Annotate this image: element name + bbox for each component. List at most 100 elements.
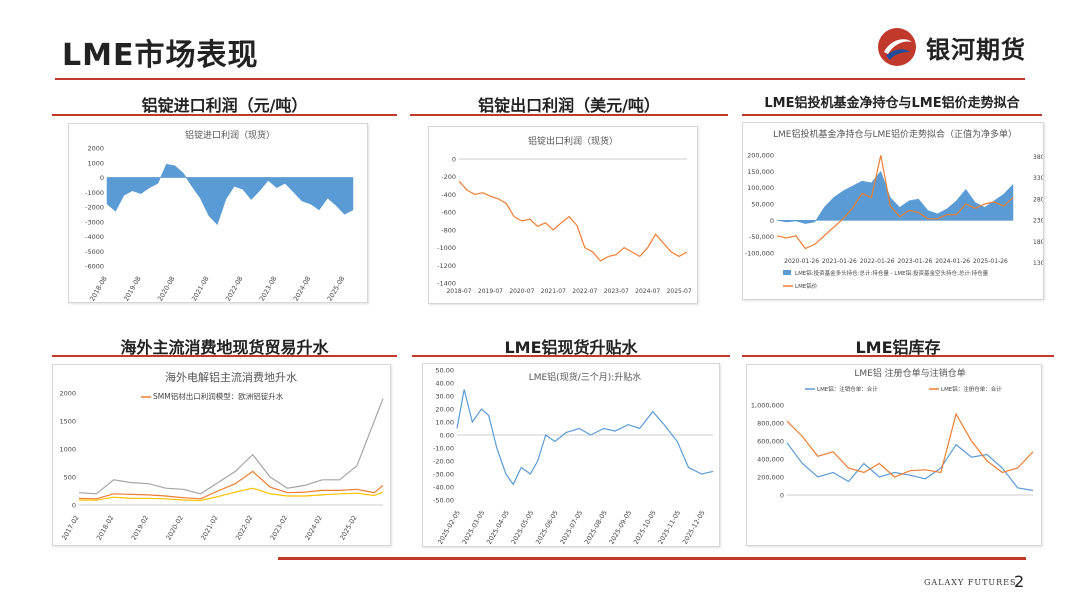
y-tick-label: 50.00 (435, 367, 454, 375)
x-tick-label: 2019-08 (122, 275, 143, 302)
chart-export-profit-svg: 铝锭出口利润（现货） 0 -200 -400 -600 -800 -1000 -1200 -14… (437, 135, 692, 295)
panel-divider (742, 355, 1054, 357)
x-tick-label: 2020-01-26 (784, 258, 819, 265)
chart-title: 海外电解铝主流消费地升水 (165, 370, 297, 384)
y-tick-label: -50.00 (433, 497, 454, 505)
y-tick-label: 10.00 (435, 419, 454, 427)
chart-title: LME铝 注册仓单与注销仓单 (854, 367, 965, 379)
y-tick-label: -20.00 (433, 458, 454, 466)
chart-stocks: LME铝 注册仓单与注销仓单 1,000,000 800,000 600,000 400… (746, 364, 1042, 546)
panel-divider (410, 114, 728, 116)
x-tick-label: 2022-07 (572, 288, 597, 295)
y2-tick-label: 1800 (1033, 239, 1043, 246)
y-tick-label: 1500 (59, 418, 76, 426)
chart-spread-svg: LME铝(现货/三个月):升贴水 50.00 40.00 30.00 20.00 10.0… (433, 367, 714, 546)
panel-heading-fund-position: LME铝投机基金净持仓与LME铝价走势拟合 (764, 96, 1020, 111)
x-tick-label: 2025-09-05 (607, 509, 633, 546)
panel-divider (742, 114, 1042, 116)
footer-brand: GALAXY FUTURES (924, 578, 1017, 587)
y2-tick-label: 1300 (1033, 260, 1043, 267)
y-tick-label: -100,000 (745, 250, 774, 258)
x-tick-label: 2025-12-05 (681, 509, 707, 546)
chart-title: 铝锭进口利润（现货） (185, 129, 275, 141)
chart-title: LME铝(现货/三个月):升贴水 (529, 371, 642, 383)
series-line (786, 442, 1034, 492)
y-tick-label: -2000 (85, 204, 104, 212)
legend-label: SMM铝材出口利润模型：欧洲铝锭升水 (153, 391, 284, 401)
x-tick-label: 2024-07 (635, 288, 660, 295)
y-tick-label: -40.00 (433, 484, 454, 492)
y-tick-label: 1,000,000 (751, 402, 784, 410)
x-tick-label: 2018-07 (446, 288, 471, 295)
legend-swatch (783, 270, 791, 275)
x-tick-label: 2020-07 (509, 288, 534, 295)
x-tick-label: 2017-02 (60, 514, 81, 542)
y-tick-label: -600 (441, 209, 456, 217)
y-tick-label: 50,000 (751, 201, 774, 209)
y-tick-label: -4000 (85, 233, 104, 241)
y-tick-label: 400,000 (757, 456, 784, 464)
chart-import-profit: 铝锭进口利润（现货） 2000 1000 0 -1000 -2000 -3000 -4000 -… (68, 123, 368, 303)
y2-tick-label: 3800 (1033, 154, 1043, 161)
legend-label: LME铝价 (795, 282, 818, 290)
chart-fund-position-svg: LME铝投机基金净持仓与LME铝价走势拟合（正值为净多单） 200,000 150,… (745, 128, 1043, 290)
y2-tick-label: 2300 (1033, 218, 1043, 225)
y-tick-label: 200,000 (747, 152, 774, 160)
panel-heading-stocks: LME铝库存 (855, 338, 941, 357)
x-tick-label: 2019-02 (130, 514, 151, 542)
panel-heading-spread: LME铝现货升贴水 (504, 338, 638, 357)
panel-divider (52, 355, 397, 357)
chart-title: 铝锭出口利润（现货） (528, 135, 618, 147)
y-tick-label: -400 (441, 191, 456, 199)
legend-label: LME铝:投资基金多头持仓:总计:持仓量 - LME铝:投资基金空头持仓:总计:… (795, 269, 989, 277)
x-tick-label: 2022-08 (224, 275, 245, 302)
series-line (458, 180, 688, 262)
page-title: LME市场表现 (62, 38, 259, 73)
chart-premium-svg: 海外电解铝主流消费地升水 2000 1500 1000 500 0 2017-02 2018-… (59, 370, 384, 542)
chart-title: LME铝投机基金净持仓与LME铝价走势拟合（正值为净多单） (773, 128, 1017, 140)
y-tick-label: 600,000 (757, 438, 784, 446)
y-tick-label: 0.00 (440, 432, 454, 440)
legend-label: LME铝：注册仓单：合计 (941, 385, 1002, 393)
x-tick-label: 2024-02 (303, 514, 324, 542)
chart-premium: 海外电解铝主流消费地升水 2000 1500 1000 500 0 2017-02 2018-… (52, 364, 391, 546)
x-tick-label: 2024-08 (292, 275, 313, 302)
galaxy-logo-icon (878, 28, 916, 66)
y-tick-label: -800 (441, 226, 456, 234)
x-tick-label: 2020-08 (156, 275, 177, 302)
legend-label: LME铝：注销仓单：合计 (817, 385, 878, 393)
panel-divider (412, 355, 730, 357)
x-tick-label: 2021-07 (541, 288, 566, 295)
y-tick-label: 0 (770, 217, 774, 225)
y-tick-label: -1000 (85, 189, 104, 197)
chart-fund-position: LME铝投机基金净持仓与LME铝价走势拟合（正值为净多单） 200,000 150,… (742, 122, 1044, 300)
y-tick-label: 500 (64, 474, 76, 482)
y-tick-label: -1200 (437, 262, 456, 270)
y-tick-label: 150,000 (747, 168, 774, 176)
x-tick-label: 2022-02 (234, 514, 255, 542)
x-tick-label: 2019-07 (478, 288, 503, 295)
y-tick-label: -6000 (85, 263, 104, 271)
company-logo: 银河期货 (876, 26, 1026, 68)
series-line (456, 389, 714, 486)
panel-heading-export-profit: 铝锭出口利润（美元/吨） (478, 96, 660, 115)
x-tick-label: 2025-08 (326, 275, 347, 302)
y-tick-label: -3000 (85, 218, 104, 226)
x-tick-label: 2025-05-05 (510, 509, 536, 546)
chart-import-profit-svg: 铝锭进口利润（现货） 2000 1000 0 -1000 -2000 -3000 -4000 -… (85, 129, 354, 302)
y-tick-label: 800,000 (757, 420, 784, 428)
series-line (786, 412, 1034, 478)
y-tick-label: 2000 (87, 145, 104, 153)
page-number: 2 (1014, 572, 1025, 591)
x-tick-label: 2022-01-26 (860, 258, 895, 265)
y-tick-label: 2000 (59, 390, 76, 398)
x-tick-label: 2025-02 (338, 514, 359, 542)
x-tick-label: 2024-01-26 (935, 258, 970, 265)
logo-text: 银河期货 (926, 35, 1026, 64)
y-tick-label: 0 (780, 492, 784, 500)
x-tick-label: 2025-10-05 (632, 509, 658, 546)
y-tick-label: 1000 (59, 446, 76, 454)
y-tick-label: -5000 (85, 248, 104, 256)
y-tick-label: 100,000 (747, 184, 774, 192)
y-tick-label: 0 (452, 156, 456, 164)
